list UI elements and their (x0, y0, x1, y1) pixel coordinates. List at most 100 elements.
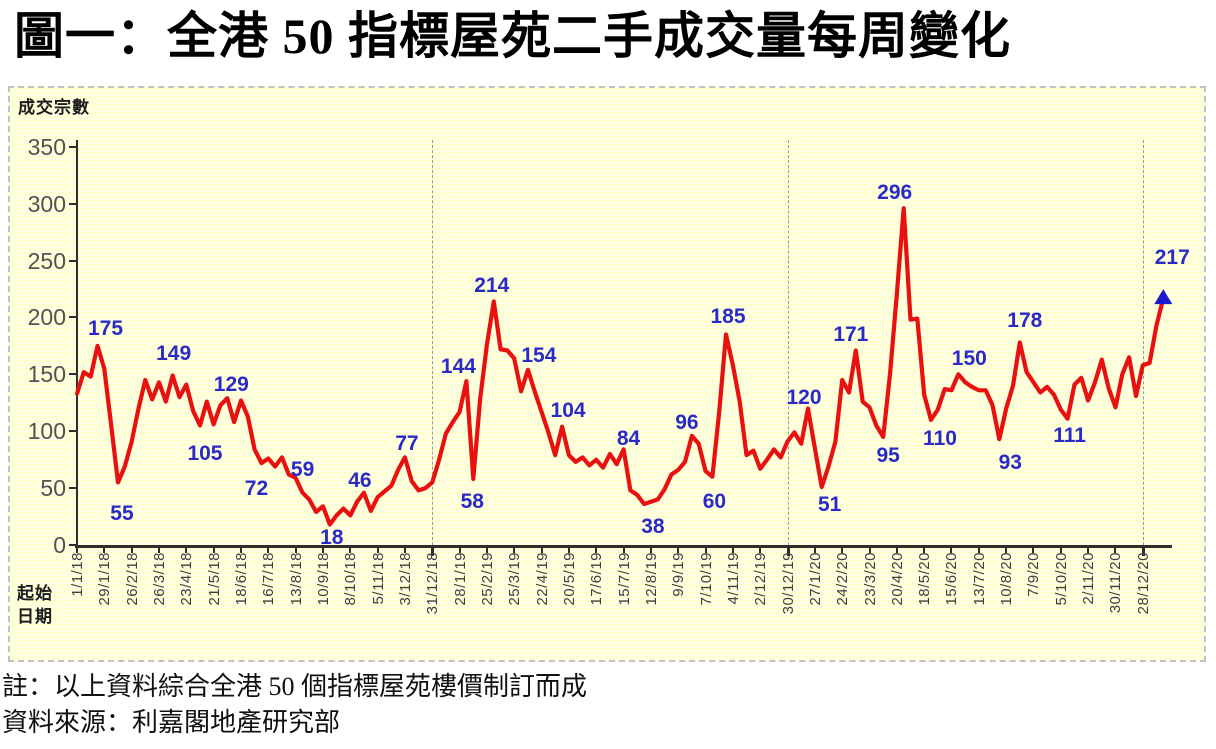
y-axis-title: 成交宗數 (18, 98, 90, 117)
data-point-label: 110 (923, 426, 957, 450)
data-point-label: 18 (320, 525, 344, 549)
y-tick (69, 544, 77, 546)
plot-canvas (74, 206, 1173, 527)
y-tick-label: 350 (27, 133, 66, 160)
data-point-label: 55 (110, 502, 134, 526)
data-point-label: 154 (521, 343, 557, 367)
x-tick (294, 548, 297, 553)
x-tick (649, 548, 652, 553)
series-line (74, 206, 1166, 527)
x-tick (950, 548, 953, 553)
data-point-label: 60 (702, 489, 727, 513)
year-gridline (787, 140, 789, 545)
y-tick-label: 150 (27, 361, 66, 388)
x-tick (485, 548, 488, 553)
y-tick-label: 100 (27, 418, 66, 445)
x-axis-line (75, 545, 1172, 548)
data-point-label: 217 (1154, 246, 1190, 270)
data-point-label: 38 (641, 514, 665, 538)
year-gridline (1142, 140, 1144, 545)
data-point-label: 185 (710, 304, 746, 328)
x-tick (1059, 548, 1062, 553)
x-tick (267, 548, 270, 553)
y-axis-line (76, 140, 78, 548)
x-tick (403, 548, 406, 553)
x-tick (704, 548, 707, 553)
y-tick (69, 202, 77, 205)
data-point-label: 58 (460, 490, 484, 513)
data-point-label: 95 (876, 443, 900, 467)
y-tick-label: 250 (27, 247, 66, 274)
chart-area: 成交宗數 起始 日期 0 50 100 150 200 250 300 350 1/1/18 29… (8, 86, 1206, 662)
x-tick (786, 548, 790, 556)
x-tick (157, 548, 160, 553)
x-tick (677, 548, 680, 553)
x-tick (868, 548, 871, 553)
x-tick (212, 548, 215, 553)
data-point-label: 149 (156, 342, 192, 366)
x-tick (321, 548, 324, 553)
data-point-label: 178 (1007, 309, 1043, 333)
data-point-label: 51 (818, 492, 842, 516)
data-point-label: 96 (675, 410, 699, 434)
data-point-label: 93 (998, 451, 1022, 475)
x-tick (239, 548, 242, 553)
y-tick-label: 50 (40, 475, 66, 502)
y-tick-label: 300 (27, 190, 66, 217)
data-point-label: 171 (833, 323, 869, 347)
y-tick-label: 200 (27, 304, 66, 331)
data-point-label: 59 (290, 457, 315, 481)
data-point-label: 129 (213, 373, 249, 397)
data-point-label: 296 (877, 181, 913, 205)
data-point-label: 214 (474, 273, 510, 297)
x-tick (1005, 548, 1008, 553)
data-point-label: 77 (395, 432, 419, 456)
data-point-label: 144 (440, 355, 476, 379)
x-tick (349, 548, 352, 553)
x-axis-title: 起始 日期 (17, 584, 53, 626)
x-tick (923, 548, 926, 553)
x-tick (1087, 548, 1090, 553)
year-gridline (432, 140, 434, 545)
data-point-label: 120 (786, 386, 822, 410)
data-point-label: 175 (87, 316, 124, 340)
y-tick (69, 487, 77, 490)
data-point-label: 105 (187, 441, 223, 465)
y-tick (69, 145, 77, 148)
x-tick (977, 548, 980, 553)
x-tick (376, 548, 379, 553)
footnote: 註：以上資料綜合全港 50 個指標屋苑樓價制訂而成 (2, 672, 588, 701)
x-tick (458, 548, 461, 553)
data-point-label: 72 (244, 477, 269, 501)
x-tick (895, 548, 898, 553)
x-tick (513, 548, 516, 553)
x-tick (76, 548, 78, 553)
data-point-label: 46 (348, 468, 372, 492)
x-tick (731, 548, 734, 553)
y-tick (69, 373, 77, 376)
x-tick (759, 548, 762, 553)
x-tick (540, 548, 543, 553)
x-tick (567, 548, 570, 553)
data-point-label: 150 (951, 347, 987, 371)
latest-point-marker (1154, 289, 1173, 305)
x-tick (595, 548, 598, 553)
x-tick (185, 548, 188, 553)
x-tick (130, 548, 133, 553)
x-tick (431, 548, 435, 556)
x-tick (1114, 548, 1117, 553)
x-tick (841, 548, 844, 553)
x-tick (1141, 548, 1145, 556)
chart-title: 圖一：全港 50 指標屋苑二手成交量每周變化 (14, 8, 1011, 64)
x-tick (1032, 548, 1035, 553)
y-tick-label: 0 (53, 532, 66, 558)
source-note: 資料來源：利嘉閣地產研究部 (2, 708, 341, 737)
y-tick (69, 259, 77, 262)
y-tick (69, 316, 77, 319)
x-tick (622, 548, 625, 553)
data-point-label: 104 (550, 398, 586, 422)
x-tick (813, 548, 816, 553)
data-point-label: 84 (616, 427, 641, 451)
x-tick (103, 548, 106, 553)
